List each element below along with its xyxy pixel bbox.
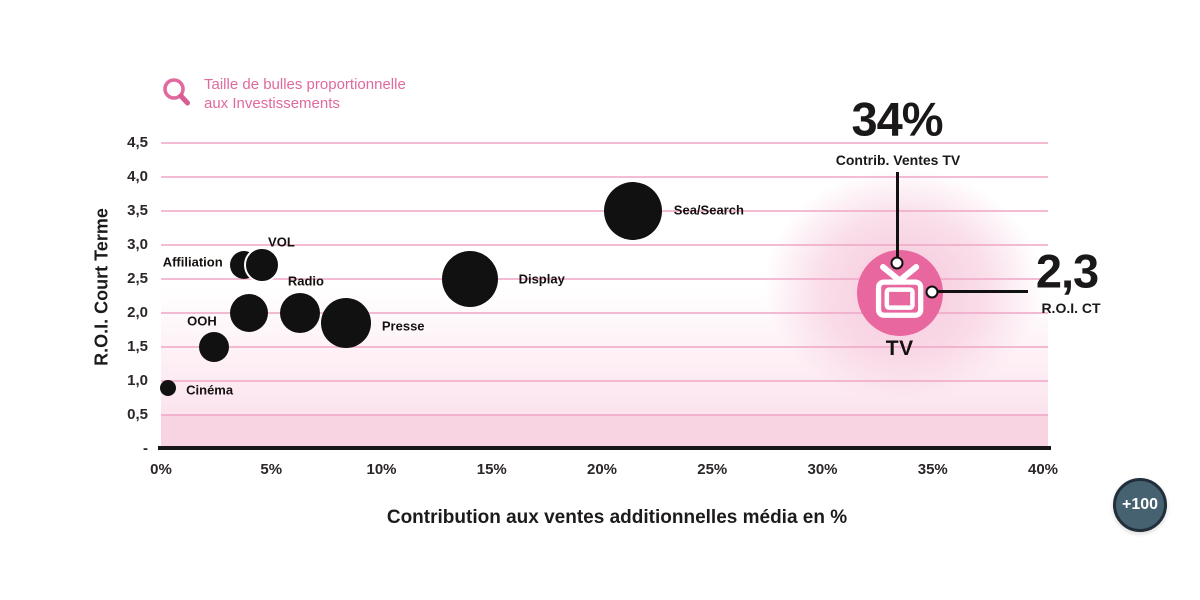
y-tick-label: 4,5 (127, 134, 148, 151)
bubble-presse (321, 298, 372, 349)
bubble-ooh (198, 332, 229, 362)
x-tick-label: 25% (697, 461, 728, 478)
x-tick-label: 40% (1027, 461, 1059, 478)
gridline (161, 278, 1048, 280)
bubble-cin-ma (159, 379, 176, 396)
badge-label: +100 (1121, 496, 1159, 513)
bubble-vol-label: VOL (268, 234, 295, 250)
x-axis-title: Contribution aux ventes additionnelles m… (386, 507, 848, 528)
bubble-sea-search-label: Sea/Search (673, 202, 744, 218)
bubble-tv-label: TV (885, 336, 914, 360)
y-tick-label: 1,5 (127, 338, 148, 355)
bubble-unlabeled (230, 294, 269, 332)
magnifier-icon (160, 76, 194, 115)
gridline (161, 414, 1048, 416)
legend-line-2: aux Investissements (204, 94, 340, 112)
y-tick-label: 1,0 (127, 372, 148, 389)
bubble-radio-label: Radio (287, 273, 324, 289)
x-tick-label: 15% (476, 461, 507, 478)
x-axis-line (158, 446, 1051, 450)
bubble-size-legend: Taille de bulles proportionnelle aux Inv… (160, 76, 406, 115)
roi-label: R.O.I. CT (1041, 300, 1101, 316)
roi-value: 2,3 (1035, 244, 1099, 298)
y-tick-label: 3,0 (127, 236, 148, 253)
bubble-display-label: Display (518, 271, 565, 287)
legend-line-1: Taille de bulles proportionnelle (204, 76, 406, 93)
contrib-label: Contrib. Ventes TV (835, 152, 961, 168)
gridline (161, 142, 1048, 144)
x-tick-label: 20% (586, 461, 618, 478)
roi-marker-dot (925, 285, 939, 299)
gridline (161, 176, 1048, 178)
x-tick-label: 30% (807, 461, 838, 478)
bubble-presse-label: Presse (381, 318, 425, 334)
contrib-connector-line (896, 172, 899, 258)
bubble-vol (244, 247, 281, 284)
gridline (161, 380, 1048, 382)
contrib-value: 34% (851, 92, 943, 146)
bubble-display (441, 251, 498, 307)
y-tick-label: 2,0 (127, 304, 148, 321)
y-tick-label: 3,5 (127, 202, 148, 219)
x-tick-label: 0% (150, 461, 172, 478)
x-tick-label: 35% (917, 461, 948, 478)
x-tick-label: 10% (366, 461, 397, 478)
y-tick-label: 0,5 (127, 406, 148, 423)
bubble-ooh-label: OOH (187, 313, 217, 329)
contrib-marker-dot (890, 256, 904, 270)
x-tick-label: 5% (260, 461, 283, 478)
gridline (161, 312, 1048, 314)
bubble-affiliation-label: Affiliation (162, 254, 223, 270)
y-tick-label: 2,5 (127, 270, 148, 287)
bubble-cin-ma-label: Cinéma (186, 382, 234, 398)
gridline (161, 346, 1048, 348)
tv-icon (875, 263, 924, 318)
gridline (161, 244, 1048, 246)
y-axis-title: R.O.I. Court Terme (91, 208, 112, 366)
y-tick-label: 4,0 (127, 168, 148, 185)
bubble-radio (279, 293, 320, 333)
roi-connector-line (936, 290, 1028, 293)
y-tick-label: - (143, 440, 148, 457)
plus-100-badge[interactable]: +100 (1113, 478, 1167, 532)
bubble-sea-search (603, 182, 662, 240)
